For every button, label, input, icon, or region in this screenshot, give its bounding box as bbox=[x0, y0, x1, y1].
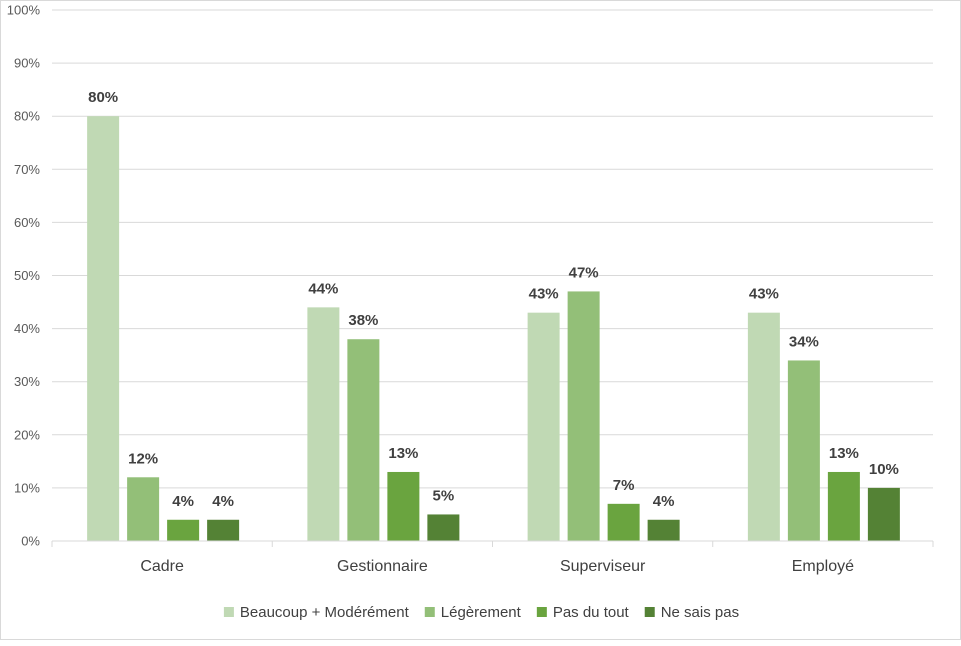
data-label: 44% bbox=[308, 280, 338, 297]
legend-label: Beaucoup + Modérément bbox=[240, 604, 410, 621]
legend: Beaucoup + Modérément Légèrement Pas du to… bbox=[223, 604, 739, 621]
y-tick-label: 70% bbox=[14, 162, 40, 177]
data-label: 10% bbox=[869, 461, 899, 478]
gridlines bbox=[52, 9, 933, 489]
data-label: 13% bbox=[829, 445, 859, 462]
bars bbox=[87, 116, 900, 541]
x-axis: Cadre Gestionnaire Superviseur Employé bbox=[51, 540, 934, 575]
x-category-label: Employé bbox=[792, 558, 854, 575]
legend-label: Pas du tout bbox=[553, 604, 630, 621]
bar-superviseur-beaucoup-moderement bbox=[527, 312, 560, 541]
y-tick-label: 50% bbox=[14, 268, 40, 283]
y-tick-label: 0% bbox=[21, 534, 40, 549]
legend-item-legerement: Légèrement bbox=[424, 604, 522, 621]
bar-gestionnaire-legerement bbox=[347, 339, 380, 541]
bar-superviseur-ne-sais-pas bbox=[647, 519, 680, 541]
bar-cadre-beaucoup-moderement bbox=[87, 116, 120, 541]
x-category-label: Gestionnaire bbox=[337, 558, 428, 575]
data-label: 34% bbox=[789, 333, 819, 350]
data-label: 12% bbox=[128, 450, 158, 467]
legend-swatch bbox=[644, 607, 655, 617]
legend-swatch bbox=[536, 607, 547, 617]
legend-swatch bbox=[223, 607, 234, 617]
data-label: 47% bbox=[569, 264, 599, 281]
legend-item-ne-sais-pas: Ne sais pas bbox=[644, 604, 739, 621]
data-label: 7% bbox=[613, 477, 635, 494]
legend-label: Ne sais pas bbox=[661, 604, 739, 621]
bar-gestionnaire-pas-du-tout bbox=[387, 471, 420, 541]
legend-swatch bbox=[424, 607, 435, 617]
y-tick-label: 90% bbox=[14, 56, 40, 71]
y-tick-label: 20% bbox=[14, 427, 40, 442]
y-tick-label: 80% bbox=[14, 109, 40, 124]
legend-item-beaucoup-moderement: Beaucoup + Modérément bbox=[223, 604, 410, 621]
y-tick-label: 30% bbox=[14, 374, 40, 389]
data-label: 4% bbox=[212, 493, 234, 510]
data-label: 43% bbox=[529, 286, 559, 303]
y-tick-label: 10% bbox=[14, 480, 40, 495]
data-label: 43% bbox=[749, 286, 779, 303]
x-category-label: Cadre bbox=[140, 558, 184, 575]
bar-cadre-ne-sais-pas bbox=[207, 519, 240, 541]
bar-employe-ne-sais-pas bbox=[867, 487, 900, 541]
bar-cadre-pas-du-tout bbox=[167, 519, 200, 541]
legend-item-pas-du-tout: Pas du tout bbox=[536, 604, 630, 621]
data-labels: 80% 12% 4% 4% 44% 38% 13% 5% 43% 47% 7% 4% 43% 34% 13%… bbox=[88, 89, 899, 510]
bar-employe-beaucoup-moderement bbox=[747, 312, 780, 541]
bar-gestionnaire-ne-sais-pas bbox=[427, 514, 460, 541]
data-label: 38% bbox=[348, 312, 378, 329]
bar-employe-pas-du-tout bbox=[827, 471, 860, 541]
bar-cadre-legerement bbox=[127, 477, 160, 541]
data-label: 5% bbox=[433, 487, 455, 504]
y-tick-label: 40% bbox=[14, 321, 40, 336]
bar-superviseur-pas-du-tout bbox=[607, 503, 640, 541]
y-tick-label: 100% bbox=[7, 3, 41, 18]
data-label: 4% bbox=[172, 493, 194, 510]
legend-label: Légèrement bbox=[441, 604, 522, 621]
y-tick-label: 60% bbox=[14, 215, 40, 230]
data-label: 13% bbox=[388, 445, 418, 462]
y-axis: 0% 10% 20% 30% 40% 50% 60% 70% 80% 90% 100% bbox=[7, 3, 41, 549]
x-category-label: Superviseur bbox=[560, 558, 646, 575]
bar-gestionnaire-beaucoup-moderement bbox=[307, 307, 340, 541]
data-label: 80% bbox=[88, 89, 118, 106]
data-label: 4% bbox=[653, 493, 675, 510]
bar-superviseur-legerement bbox=[567, 291, 600, 541]
bar-employe-legerement bbox=[787, 360, 820, 541]
